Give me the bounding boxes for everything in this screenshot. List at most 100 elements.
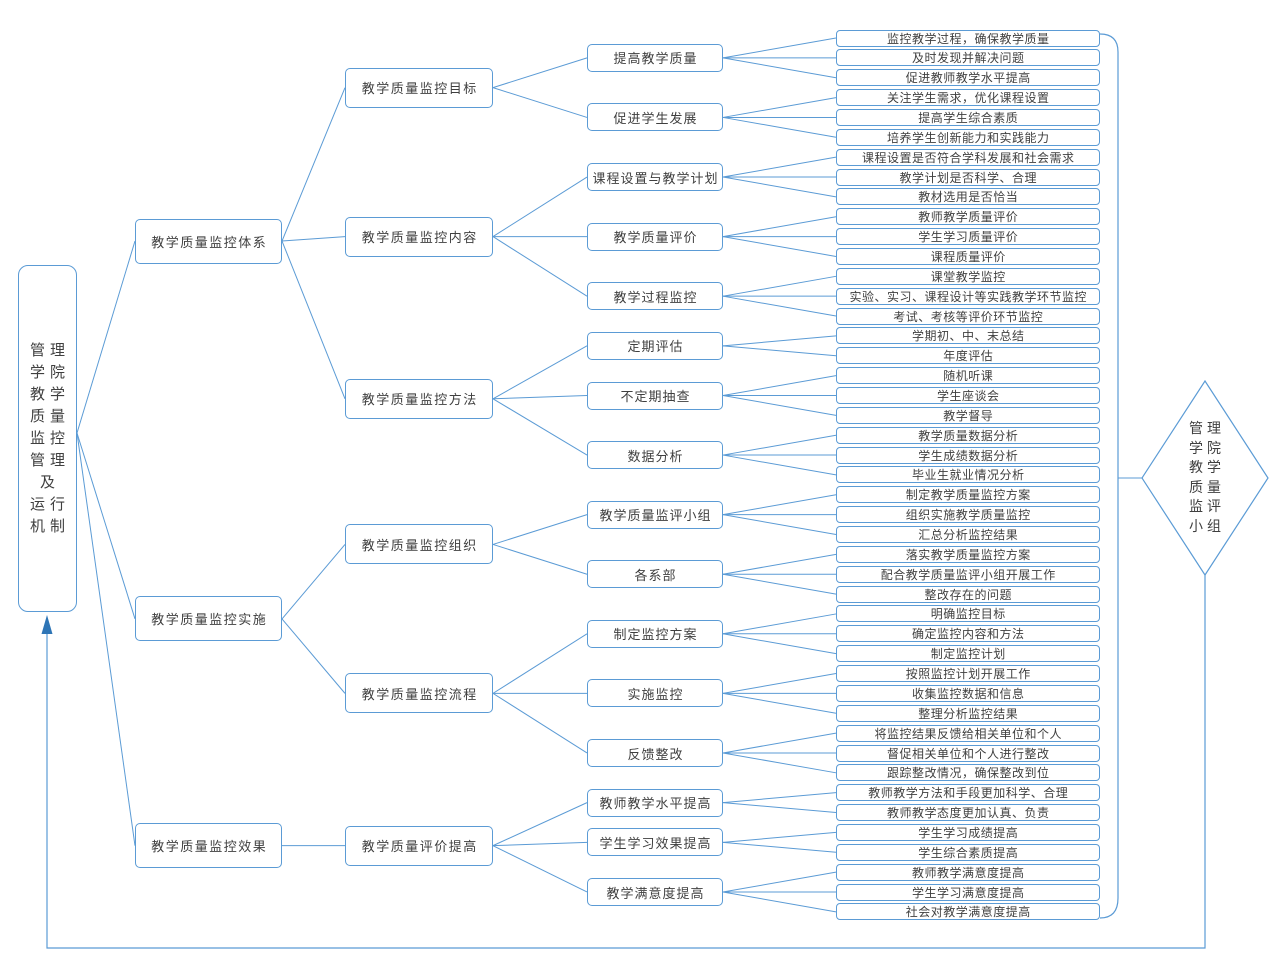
category-topic[interactable]: 促进学生发展: [587, 103, 723, 132]
leaf-topic[interactable]: 学期初、中、末总结: [836, 327, 1100, 345]
category-topic[interactable]: 数据分析: [587, 441, 723, 470]
category-topic[interactable]: 各系部: [587, 560, 723, 589]
leaf-topic[interactable]: 制定教学质量监控方案: [836, 486, 1100, 504]
leaf-topic[interactable]: 课程质量评价: [836, 248, 1100, 265]
leaf-topic[interactable]: 组织实施教学质量监控: [836, 506, 1100, 524]
connector-line: [492, 845, 588, 893]
leaf-topic[interactable]: 确定监控内容和方法: [836, 625, 1100, 643]
leaf-topic[interactable]: 教师教学满意度提高: [836, 863, 1100, 881]
leaf-topic[interactable]: 年度评估: [836, 347, 1100, 365]
diamond-label: 质量: [1189, 478, 1225, 495]
sub-branch-topic[interactable]: 教学质量监控方法: [345, 378, 493, 419]
connector-line: [492, 514, 588, 545]
leaf-topic[interactable]: 促进教师教学水平提高: [836, 69, 1100, 87]
leaf-topic[interactable]: 毕业生就业情况分析: [836, 466, 1100, 484]
leaf-topic[interactable]: 教材选用是否恰当: [836, 188, 1100, 206]
category-topic[interactable]: 教学过程监控: [587, 282, 723, 311]
leaf-topic[interactable]: 提高学生综合素质: [836, 108, 1100, 126]
category-topic[interactable]: 课程设置与教学计划: [587, 163, 723, 191]
leaf-topic[interactable]: 学生学习满意度提高: [836, 883, 1100, 901]
leaf-topic[interactable]: 学生综合素质提高: [836, 843, 1100, 861]
category-topic[interactable]: 定期评估: [587, 331, 723, 360]
leaf-topic[interactable]: 教学督导: [836, 406, 1100, 424]
leaf-topic[interactable]: 教师教学质量评价: [836, 208, 1100, 226]
connector-line: [722, 176, 837, 198]
root-topic-label: 机制: [29, 517, 70, 535]
connector-line: [492, 87, 588, 118]
leaf-topic[interactable]: 督促相关单位和个人进行整改: [836, 744, 1100, 762]
category-topic[interactable]: 制定监控方案: [587, 619, 723, 648]
connector-line: [722, 275, 837, 297]
category-topic[interactable]: 不定期抽查: [587, 381, 723, 410]
leaf-topic[interactable]: 整改存在的问题: [836, 585, 1100, 603]
leaf-topic[interactable]: 监控教学过程，确保教学质量: [836, 29, 1100, 47]
connector-line: [76, 240, 136, 434]
leaf-topic[interactable]: 汇总分析监控结果: [836, 526, 1100, 543]
leaf-topic[interactable]: 实验、实习、课程设计等实践教学环节监控: [836, 287, 1100, 305]
leaf-topic[interactable]: 跟踪整改情况，确保整改到位: [836, 764, 1100, 782]
category-topic[interactable]: 教学满意度提高: [587, 878, 723, 906]
connector-line: [722, 752, 837, 774]
connector-line: [722, 613, 837, 635]
branch-topic[interactable]: 教学质量监控效果: [135, 823, 282, 869]
leaf-topic[interactable]: 教学质量数据分析: [836, 426, 1100, 444]
leaf-topic[interactable]: 明确监控目标: [836, 605, 1100, 623]
connector-line: [722, 116, 837, 138]
leaf-topic[interactable]: 培养学生创新能力和实践能力: [836, 128, 1100, 146]
connector-line: [722, 553, 837, 575]
diamond-label: 教学: [1189, 459, 1225, 475]
connector-line: [492, 543, 588, 575]
category-topic[interactable]: 教学质量评价: [587, 222, 723, 251]
category-topic[interactable]: 学生学习效果提高: [587, 828, 723, 857]
leaf-topic[interactable]: 教学计划是否科学、合理: [836, 168, 1100, 186]
leaf-topic[interactable]: 教师教学方法和手段更加科学、合理: [836, 784, 1100, 802]
leaf-topic[interactable]: 及时发现并解决问题: [836, 49, 1100, 67]
connector-line: [281, 87, 346, 242]
branch-topic[interactable]: 教学质量监控实施: [135, 596, 282, 642]
diamond-label: 管理: [1189, 420, 1225, 436]
connector-line: [722, 732, 837, 754]
connector-line: [722, 216, 837, 238]
connector-line: [281, 240, 346, 399]
branch-topic[interactable]: 教学质量监控体系: [135, 218, 282, 264]
leaf-topic[interactable]: 学生成绩数据分析: [836, 446, 1100, 464]
leaf-topic[interactable]: 收集监控数据和信息: [836, 684, 1100, 702]
leaf-topic[interactable]: 落实教学质量监控方案: [836, 545, 1100, 563]
category-topic[interactable]: 提高教学质量: [587, 43, 723, 72]
connector-line: [492, 236, 588, 297]
diamond-label: 小组: [1189, 517, 1225, 534]
leaf-topic[interactable]: 将监控结果反馈给相关单位和个人: [836, 724, 1100, 742]
leaf-topic[interactable]: 考试、考核等评价环节监控: [836, 307, 1100, 325]
leaf-topic[interactable]: 课程设置是否符合学科发展和社会需求: [836, 148, 1100, 166]
sub-branch-topic[interactable]: 教学质量监控流程: [345, 673, 493, 714]
category-topic[interactable]: 教学质量监评小组: [587, 500, 723, 529]
leaf-topic[interactable]: 按照监控计划开展工作: [836, 665, 1100, 682]
leaf-topic[interactable]: 随机听课: [836, 367, 1100, 385]
sub-branch-topic[interactable]: 教学质量监控目标: [345, 67, 493, 108]
leaf-topic[interactable]: 社会对教学满意度提高: [836, 903, 1100, 921]
leaf-topic[interactable]: 教师教学态度更加认真、负责: [836, 804, 1100, 821]
connector-line: [492, 176, 588, 238]
leaf-topic[interactable]: 学生学习质量评价: [836, 228, 1100, 246]
sub-branch-topic[interactable]: 教学质量监控组织: [345, 524, 493, 565]
connector-line: [722, 37, 837, 59]
leaf-topic[interactable]: 课堂教学监控: [836, 267, 1100, 285]
category-topic[interactable]: 教师教学水平提高: [587, 788, 723, 817]
root-topic[interactable]: 管理 学院 教学 质量 监控 管理 及 运行 机制: [18, 265, 77, 612]
leaf-topic[interactable]: 关注学生需求，优化课程设置: [836, 89, 1100, 107]
leaf-topic[interactable]: 学生座谈会: [836, 387, 1100, 404]
connector-line: [722, 673, 837, 694]
connector-line: [722, 633, 837, 655]
connector-line: [722, 871, 837, 893]
leaf-topic[interactable]: 制定监控计划: [836, 645, 1100, 663]
category-topic[interactable]: 实施监控: [587, 679, 723, 708]
diamond-node[interactable]: 管理 学院 教学 质量 监评 小组: [1163, 419, 1247, 536]
leaf-topic[interactable]: 整理分析监控结果: [836, 704, 1100, 722]
category-topic[interactable]: 反馈整改: [587, 739, 723, 767]
leaf-topic[interactable]: 学生学习成绩提高: [836, 823, 1100, 841]
root-topic-label: 运行: [29, 495, 70, 513]
leaf-topic[interactable]: 配合教学质量监评小组开展工作: [836, 565, 1100, 583]
sub-branch-topic[interactable]: 教学质量评价提高: [345, 825, 493, 866]
sub-branch-topic[interactable]: 教学质量监控内容: [345, 216, 493, 257]
